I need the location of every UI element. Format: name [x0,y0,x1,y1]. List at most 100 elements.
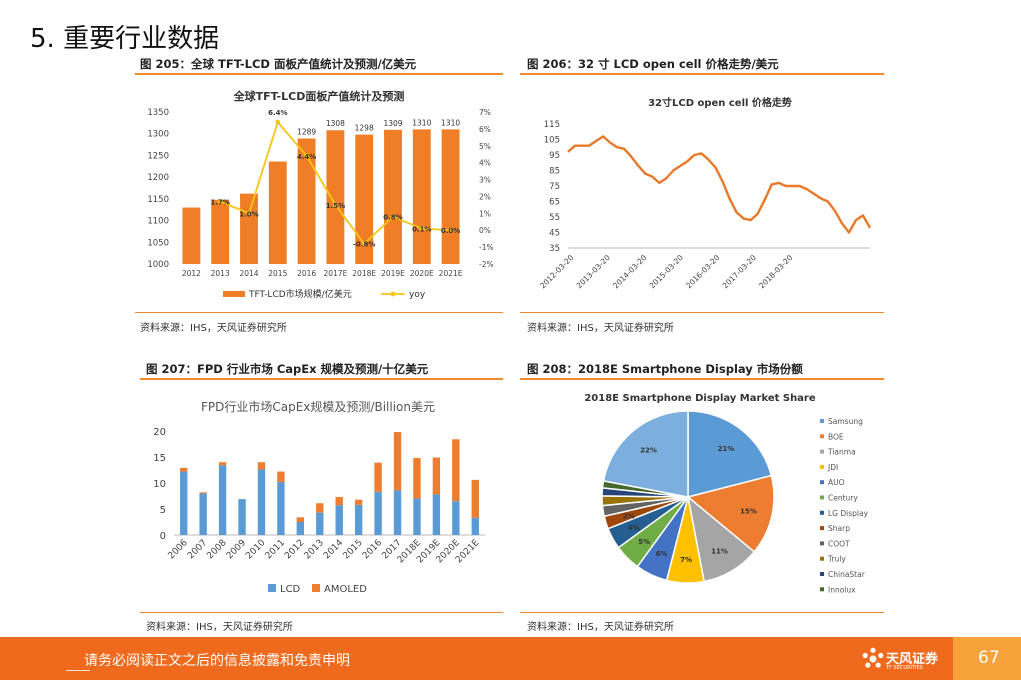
yoy-point [419,226,425,231]
legend-swatch [820,434,824,439]
bar-amoled [257,462,266,470]
x-tick: 2008 [205,538,228,561]
bar [412,129,431,264]
fig206-title: 图 206：32 寸 LCD open cell 价格走势/美元 [527,57,779,71]
chart-title: 2018E Smartphone Display Market Share [584,393,816,404]
y-tick-right: 6% [479,125,491,134]
fig206-rule-bottom [520,312,884,313]
bar-lcd [296,522,305,535]
x-tick: 2007 [186,538,209,561]
bar-amoled [413,458,421,499]
y-tick-right: 4% [479,159,491,168]
fig205-rule-top [135,73,503,75]
y-tick-left: 1100 [147,217,169,227]
legend-swatch [820,495,824,500]
bar-amoled [374,462,382,492]
y-tick-right: 0% [479,226,491,235]
fig208-chart: 2018E Smartphone Display Market Share 21%… [584,393,868,594]
yoy-label: -0.8% [353,241,375,249]
pie-label: 6% [656,550,668,558]
y-tick: 95 [549,151,560,161]
fig205-rule-bottom [135,312,503,313]
pie-label: 15% [740,508,757,516]
bar-amoled [277,471,285,482]
bar-amoled [316,503,324,513]
bar [182,207,201,264]
yoy-label: 1.5% [326,202,345,210]
y-tick-right: 3% [479,176,491,185]
legend-swatch [820,556,824,561]
yoy-label: 0.0% [441,227,460,235]
brand-name: 天风证券 [886,652,939,667]
x-tick: 2009 [225,538,248,561]
chart-title: 32寸LCD open cell 价格走势 [648,96,792,109]
bar-lcd [257,469,266,535]
legend-label: ChinaStar [828,570,866,579]
pie-slice [602,410,689,498]
footer-bar [0,637,1021,680]
x-tick: 2006 [167,538,190,561]
bar-lcd [374,491,382,535]
y-tick: 85 [549,167,560,177]
legend-label: LCD [280,584,301,595]
y-tick-right: 7% [479,108,491,117]
fig205-chart: 全球TFT-LCD面板产值统计及预测 1000 1050 1100 1150 1200 12… [147,89,494,300]
bar-amoled [393,432,402,491]
legend-label: JDI [827,463,838,472]
x-tick: 2017E [323,269,347,278]
x-tick: 2015-03-20 [648,253,685,290]
legend-swatch-bar [223,291,245,297]
x-tick: 2016 [297,269,316,278]
brand-logo-icon [862,647,884,668]
fig206-rule-top [520,73,884,75]
x-tick: 2020E [410,269,434,278]
legend-label: Century [828,494,858,503]
fig207-chart: FPD行业市场CapEx规模及预测/Billion美元0510152020062… [153,399,485,595]
x-tick: 2014-03-20 [611,253,648,290]
legend-swatch [820,510,824,515]
yoy-point [361,241,367,247]
legend-label: COOT [828,539,850,548]
fig206-chart: 32寸LCD open cell 价格走势 35 45 55 65 75 85 95 105 11… [538,96,872,290]
bar-lcd [180,471,188,535]
y-tick-left: 1250 [147,151,169,161]
yoy-label: 4.4% [297,153,316,161]
bar-label: 1309 [383,119,402,128]
bar-lcd [413,498,421,535]
yoy-point [390,214,396,220]
bar-lcd [471,517,479,535]
pie-label: 11% [711,547,728,555]
x-tick: 2016 [361,538,384,561]
bar-lcd [277,481,285,535]
bar-lcd [238,499,246,535]
bar [441,129,460,264]
chart-title: 全球TFT-LCD面板产值统计及预测 [233,89,405,103]
bar-amoled [180,467,188,472]
x-tick: 2012 [283,538,306,561]
x-tick: 2013 [303,538,326,561]
bar-lcd [432,494,441,535]
yoy-label: 6.4% [268,109,287,117]
brand-sub: TF SECURITIES [886,665,923,671]
fig208-rule-bottom [520,612,884,613]
legend-swatch [820,572,824,576]
pie-label: 21% [718,445,735,453]
fig207-title: 图 207：FPD 行业市场 CapEx 规模及预测/十亿美元 [146,362,429,376]
y-tick: 45 [549,229,560,239]
bar-lcd [316,512,324,535]
pie-label: 7% [680,556,692,564]
y-tick-left: 1150 [147,195,169,205]
x-tick: 2016-03-20 [684,253,721,290]
y-tick: 105 [544,136,560,146]
x-tick: 2018-03-20 [757,253,794,290]
y-tick: 5 [160,505,166,516]
yoy-point [246,210,252,216]
legend-swatch [820,541,824,546]
legend-label: TFT-LCD市场规模/亿美元 [248,288,352,300]
bar-lcd [354,504,363,535]
bar-amoled [296,517,305,522]
y-tick: 75 [549,182,560,192]
y-tick: 20 [153,427,166,438]
legend-label: AUO [828,478,845,487]
y-tick-right: -1% [479,243,494,252]
